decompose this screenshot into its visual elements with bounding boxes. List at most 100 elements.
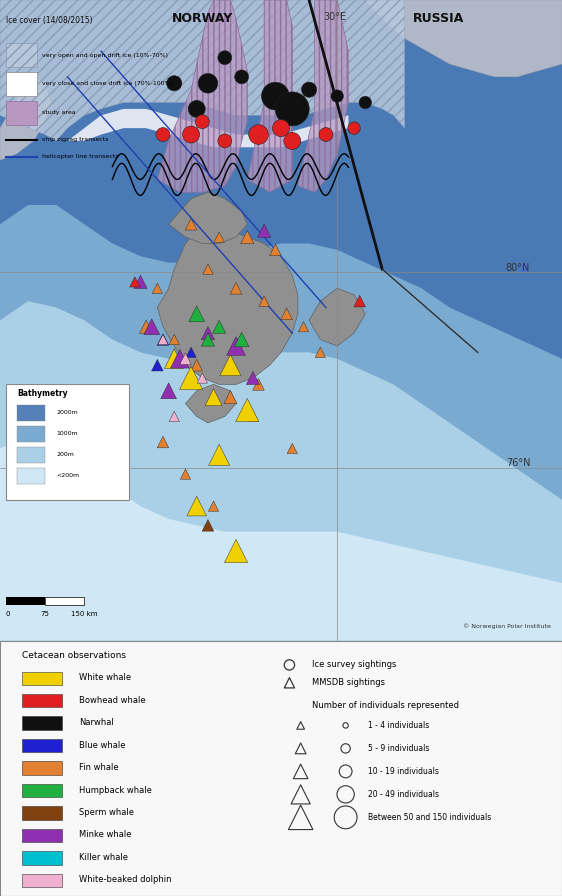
Point [341,788,350,802]
Point [203,76,212,90]
Point [341,719,350,733]
Point [260,223,269,237]
Polygon shape [67,109,348,147]
Text: Ice cover (14/08/2015): Ice cover (14/08/2015) [6,16,92,25]
Point [215,448,224,462]
Text: ship zigzag transects: ship zigzag transects [42,137,108,142]
Bar [45,597,84,606]
Point [296,764,305,779]
Point [237,332,246,347]
Point [226,390,235,404]
Polygon shape [157,224,298,384]
Point [203,262,212,276]
Polygon shape [157,0,247,193]
Point [220,50,229,65]
Point [187,371,196,385]
Polygon shape [298,0,348,193]
Point [170,409,179,424]
Point [288,134,297,148]
Polygon shape [169,193,247,244]
Point [136,275,145,289]
Point [316,345,325,359]
Point [232,281,241,296]
Text: 2000m: 2000m [56,410,78,415]
Polygon shape [185,384,236,423]
Point [355,294,364,308]
Point [260,294,269,308]
Bar [6,72,37,96]
Point [181,467,190,481]
Point [296,719,305,733]
Point [198,115,207,129]
Text: <200m: <200m [56,473,79,478]
Point [153,281,162,296]
Bar [22,874,62,887]
Point [333,89,342,103]
Point [305,82,314,97]
Point [296,741,305,755]
Bar [17,405,45,421]
Text: helicopter line transects: helicopter line transects [42,154,119,159]
Text: Number of individuals represented: Number of individuals represented [312,702,459,711]
Text: 0: 0 [6,610,10,616]
Bar [17,426,45,442]
Point [203,332,212,347]
Bar [22,829,62,842]
Point [209,390,218,404]
Point [198,371,207,385]
Text: 10 - 19 individuals: 10 - 19 individuals [368,767,439,776]
Point [215,230,224,245]
Point [187,345,196,359]
Polygon shape [0,205,562,641]
Polygon shape [0,435,562,641]
Point [296,788,305,802]
Point [248,371,257,385]
Text: RUSSIA: RUSSIA [413,12,464,24]
Point [203,518,212,532]
Text: 5 - 9 individuals: 5 - 9 individuals [368,744,429,753]
Text: Cetacean observations: Cetacean observations [22,650,126,659]
Point [175,351,184,366]
Polygon shape [309,289,365,346]
Point [237,70,246,84]
Point [170,351,179,366]
Bar [17,447,45,463]
Text: Narwhal: Narwhal [79,718,114,728]
Text: Fin whale: Fin whale [79,763,119,772]
Point [192,306,201,321]
Bar [22,784,62,797]
Point [296,810,305,824]
Text: study area: study area [42,110,76,116]
Point [226,358,235,373]
Point [243,230,252,245]
Bar [6,384,129,500]
Point [341,741,350,755]
Text: NORWAY: NORWAY [172,12,233,24]
Point [271,243,280,257]
Point [181,351,190,366]
Polygon shape [0,77,51,160]
Point [288,102,297,116]
Point [130,275,139,289]
Point [254,377,263,392]
Point [192,358,201,373]
Point [254,127,263,142]
Point [187,217,196,231]
Text: Between 50 and 150 individuals: Between 50 and 150 individuals [368,813,491,822]
Point [158,332,167,347]
Text: 1000m: 1000m [56,431,78,436]
Bar [22,694,62,707]
Point [142,320,151,334]
Point [164,383,173,398]
Point [243,403,252,418]
Point [192,102,201,116]
Text: Killer whale: Killer whale [79,853,128,862]
Bar [22,739,62,753]
Text: Ice survey sightings: Ice survey sightings [312,660,396,669]
Text: MMSDB sightings: MMSDB sightings [312,678,385,687]
Bar [6,597,45,606]
Text: very close and close drift ice (70%-100%): very close and close drift ice (70%-100%… [42,82,173,86]
Text: 80°N: 80°N [506,263,530,272]
Point [220,134,229,148]
Point [114,390,123,404]
